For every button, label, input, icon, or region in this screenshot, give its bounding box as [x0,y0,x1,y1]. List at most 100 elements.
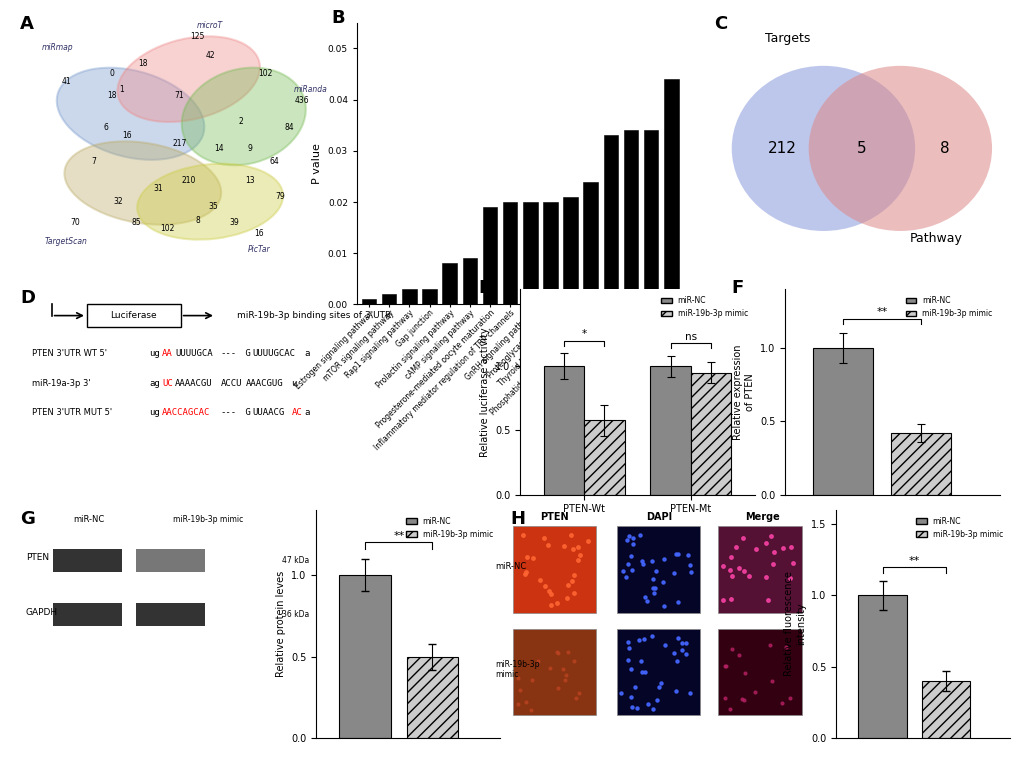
Text: B: B [330,9,344,27]
Text: G: G [20,510,36,528]
Text: 79: 79 [275,192,285,201]
Ellipse shape [137,164,283,240]
Text: 70: 70 [70,218,81,228]
Y-axis label: Relative luciferase activity: Relative luciferase activity [479,327,489,457]
Bar [583,182,597,304]
Text: PTEN: PTEN [25,553,49,562]
Text: UUUUGCAC: UUUUGCAC [253,349,296,358]
Text: 32: 32 [113,197,123,206]
Text: miR-19a-3p 3': miR-19a-3p 3' [33,379,91,387]
Text: 436: 436 [294,96,309,105]
Text: 41: 41 [61,78,71,86]
Bar [812,348,871,495]
FancyBboxPatch shape [87,304,180,327]
Bar [401,289,416,304]
Circle shape [731,66,914,231]
Text: 64: 64 [269,158,279,166]
Text: 14: 14 [214,144,224,153]
Text: 47 kDa: 47 kDa [282,556,309,565]
Text: AAAACGU: AAAACGU [175,379,213,387]
Text: miRmap: miRmap [41,43,73,52]
Text: 6: 6 [104,123,108,132]
Text: 0: 0 [110,69,114,78]
Ellipse shape [57,68,204,160]
Bar [643,130,658,304]
Text: ug: ug [150,349,160,358]
Text: 31: 31 [153,184,163,193]
Bar [543,366,584,495]
Text: 35: 35 [208,202,218,212]
Bar [362,299,376,304]
Text: A: A [20,15,35,33]
Text: ag: ag [150,379,160,387]
Text: F: F [732,279,744,297]
Bar [603,135,618,304]
Text: 13: 13 [245,176,255,185]
Bar [339,575,390,738]
Legend: miR-NC, miR-19b-3p mimic: miR-NC, miR-19b-3p mimic [657,293,750,321]
Text: 16: 16 [122,131,132,139]
Bar [921,681,969,738]
Text: UUAACG: UUAACG [253,408,284,417]
Bar [624,130,638,304]
Bar [543,202,557,304]
Ellipse shape [117,37,260,122]
Text: 1: 1 [119,85,123,94]
Bar [891,433,950,495]
Text: AA: AA [162,349,173,358]
Text: 84: 84 [284,123,294,132]
Text: 125: 125 [191,32,205,41]
Text: 9: 9 [248,144,252,153]
FancyBboxPatch shape [136,549,205,572]
Text: UC: UC [162,379,173,387]
Text: 5: 5 [856,141,866,156]
Bar [442,263,457,304]
Bar [663,79,678,304]
FancyBboxPatch shape [136,603,205,626]
Bar [463,258,477,304]
FancyBboxPatch shape [616,629,700,715]
Legend: miR-NC, miR-19b-3p mimic: miR-NC, miR-19b-3p mimic [902,293,995,321]
Ellipse shape [181,68,306,165]
Text: E: E [478,279,490,297]
Text: *: * [581,330,586,339]
Text: ug: ug [150,408,160,417]
Text: 18: 18 [107,91,117,100]
Y-axis label: P value: P value [312,143,322,184]
Text: 102: 102 [160,224,174,233]
Bar [690,373,731,495]
Bar [584,420,624,495]
Text: UUUUGCA: UUUUGCA [175,349,213,358]
Text: 39: 39 [229,218,239,228]
Bar [858,595,906,738]
Text: Pathway: Pathway [909,231,961,244]
Text: miRanda: miRanda [293,85,328,94]
Text: PTEN 3'UTR MUT 5': PTEN 3'UTR MUT 5' [33,408,112,417]
Text: u: u [291,379,297,387]
Text: microT: microT [197,21,223,30]
Text: PTEN 3'UTR WT 5': PTEN 3'UTR WT 5' [33,349,107,358]
Bar [422,289,436,304]
Text: 217: 217 [172,139,186,148]
Text: ---: --- [220,349,236,358]
Text: 18: 18 [138,59,148,68]
Text: TargetScan: TargetScan [45,237,88,246]
FancyBboxPatch shape [717,526,801,613]
FancyBboxPatch shape [616,526,700,613]
Text: a: a [304,408,310,417]
Text: DAPI: DAPI [645,511,672,522]
Text: 85: 85 [131,218,142,228]
Text: 2: 2 [238,117,243,126]
FancyBboxPatch shape [513,629,596,715]
Text: miR-19b-3p binding sites of 3'UTR: miR-19b-3p binding sites of 3'UTR [236,311,390,320]
Bar [562,197,577,304]
Text: **: ** [908,556,919,565]
Text: G: G [239,349,251,358]
Text: H: H [510,510,525,528]
Text: AACCAGCAC: AACCAGCAC [162,408,211,417]
Text: Luciferase: Luciferase [110,311,157,320]
Text: 42: 42 [205,51,215,59]
Text: miR-NC: miR-NC [494,562,526,572]
FancyBboxPatch shape [53,603,122,626]
Bar [502,202,517,304]
